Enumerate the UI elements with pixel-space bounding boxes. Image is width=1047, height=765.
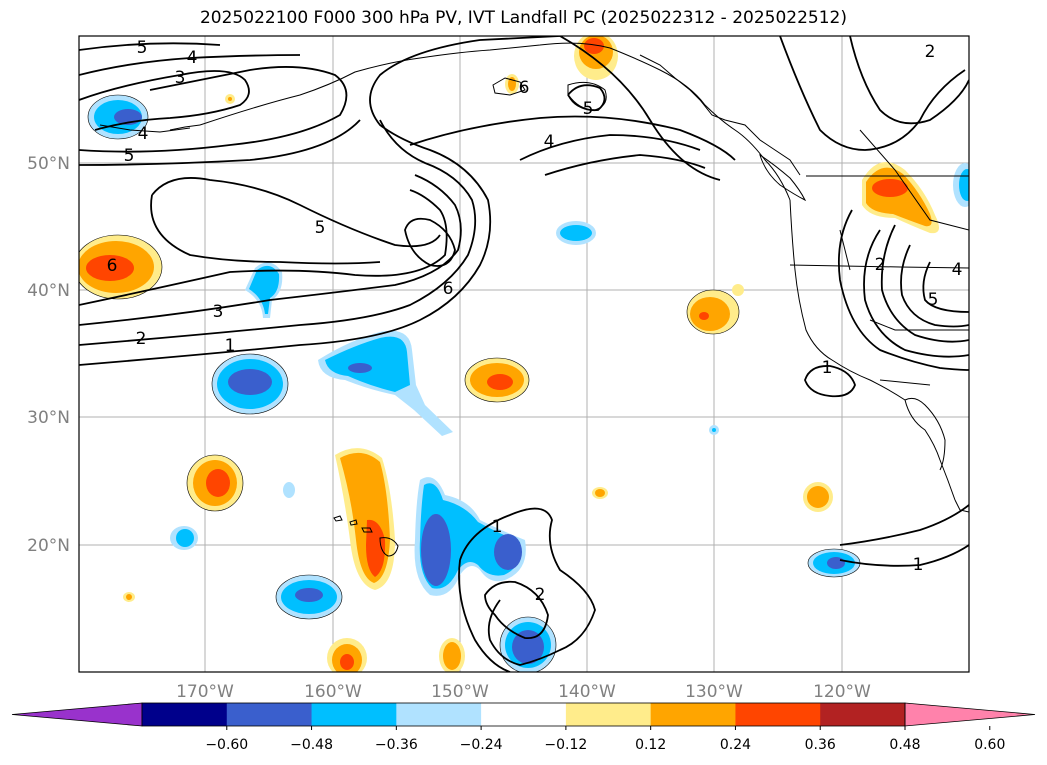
colorbar-tick-label: −0.24 — [460, 737, 503, 753]
colorbar-segment — [650, 703, 736, 726]
colorbar-extend-low — [11, 702, 143, 727]
shading-outline — [79, 94, 861, 672]
colorbar-segment — [226, 703, 313, 726]
colorbar-segment — [481, 703, 567, 726]
contour-label: 4 — [952, 260, 963, 280]
lon-label-170w: 170°W — [176, 682, 234, 702]
colorbar-tick-label: 0.60 — [974, 737, 1005, 753]
contour-label: 2 — [136, 329, 147, 349]
contour-label: 5 — [137, 38, 148, 58]
contour-label: 6 — [107, 256, 118, 276]
lon-label-120w: 120°W — [813, 682, 871, 702]
contour-label: 2 — [875, 255, 886, 275]
colorbar-segment — [820, 703, 906, 726]
colorbar-tick-label: −0.12 — [544, 737, 587, 753]
lat-label-50n: 50°N — [27, 154, 70, 174]
contour-label: 5 — [583, 99, 594, 119]
lon-label-150w: 150°W — [431, 682, 489, 702]
contour-label: 2 — [535, 585, 546, 605]
longitude-labels: 170°W 160°W 150°W 140°W 130°W 120°W — [176, 682, 871, 702]
colorbar-outline — [141, 702, 906, 727]
colorbar-extend-high — [904, 702, 1036, 727]
ivt-shading — [79, 36, 969, 672]
contour-label: 3 — [175, 68, 186, 88]
colorbar-segment — [142, 703, 228, 726]
colorbar-tick-label: −0.36 — [375, 737, 418, 753]
pv-contours — [79, 36, 969, 672]
latitude-labels: 50°N 40°N 30°N 20°N — [27, 154, 70, 556]
contour-label: 2 — [925, 42, 936, 62]
contour-label: 1 — [822, 358, 833, 378]
colorbar-segment — [396, 703, 482, 726]
contour-label: 6 — [519, 78, 530, 98]
colorbar-tick-label: −0.60 — [205, 737, 248, 753]
colorbar-tick-label: −0.48 — [290, 737, 333, 753]
lon-label-160w: 160°W — [304, 682, 362, 702]
lat-label-20n: 20°N — [27, 536, 70, 556]
contour-label: 1 — [225, 336, 236, 356]
lat-label-40n: 40°N — [27, 281, 70, 301]
contour-label: 4 — [544, 132, 555, 152]
colorbar-segment — [565, 703, 652, 726]
map-title: 2025022100 F000 300 hPa PV, IVT Landfall… — [199, 8, 847, 28]
contour-label: 4 — [138, 124, 149, 144]
coastlines — [99, 42, 969, 557]
contour-label: 5 — [124, 146, 135, 166]
contour-label: 1 — [913, 555, 924, 575]
contour-label: 5 — [928, 290, 939, 310]
contour-label: 6 — [443, 279, 454, 299]
lon-label-130w: 130°W — [685, 682, 743, 702]
lon-label-140w: 140°W — [558, 682, 616, 702]
colorbar-segment — [311, 703, 397, 726]
lat-label-30n: 30°N — [27, 408, 70, 428]
colorbar-tick-label: 0.36 — [805, 737, 836, 753]
colorbar-tick-label: 0.12 — [635, 737, 666, 753]
contour-label: 1 — [492, 517, 503, 537]
contour-label: 5 — [315, 218, 326, 238]
colorbar-segment — [735, 703, 821, 726]
contour-label: 3 — [213, 302, 224, 322]
colorbar: −0.60 −0.48 −0.36 −0.24 −0.12 0.12 0.24 0.36 0.4… — [11, 702, 1036, 753]
colorbar-tick-label: 0.24 — [720, 737, 751, 753]
colorbar-tick-label: 0.48 — [889, 737, 920, 753]
contour-label: 4 — [187, 48, 198, 68]
map-frame — [78, 35, 970, 673]
